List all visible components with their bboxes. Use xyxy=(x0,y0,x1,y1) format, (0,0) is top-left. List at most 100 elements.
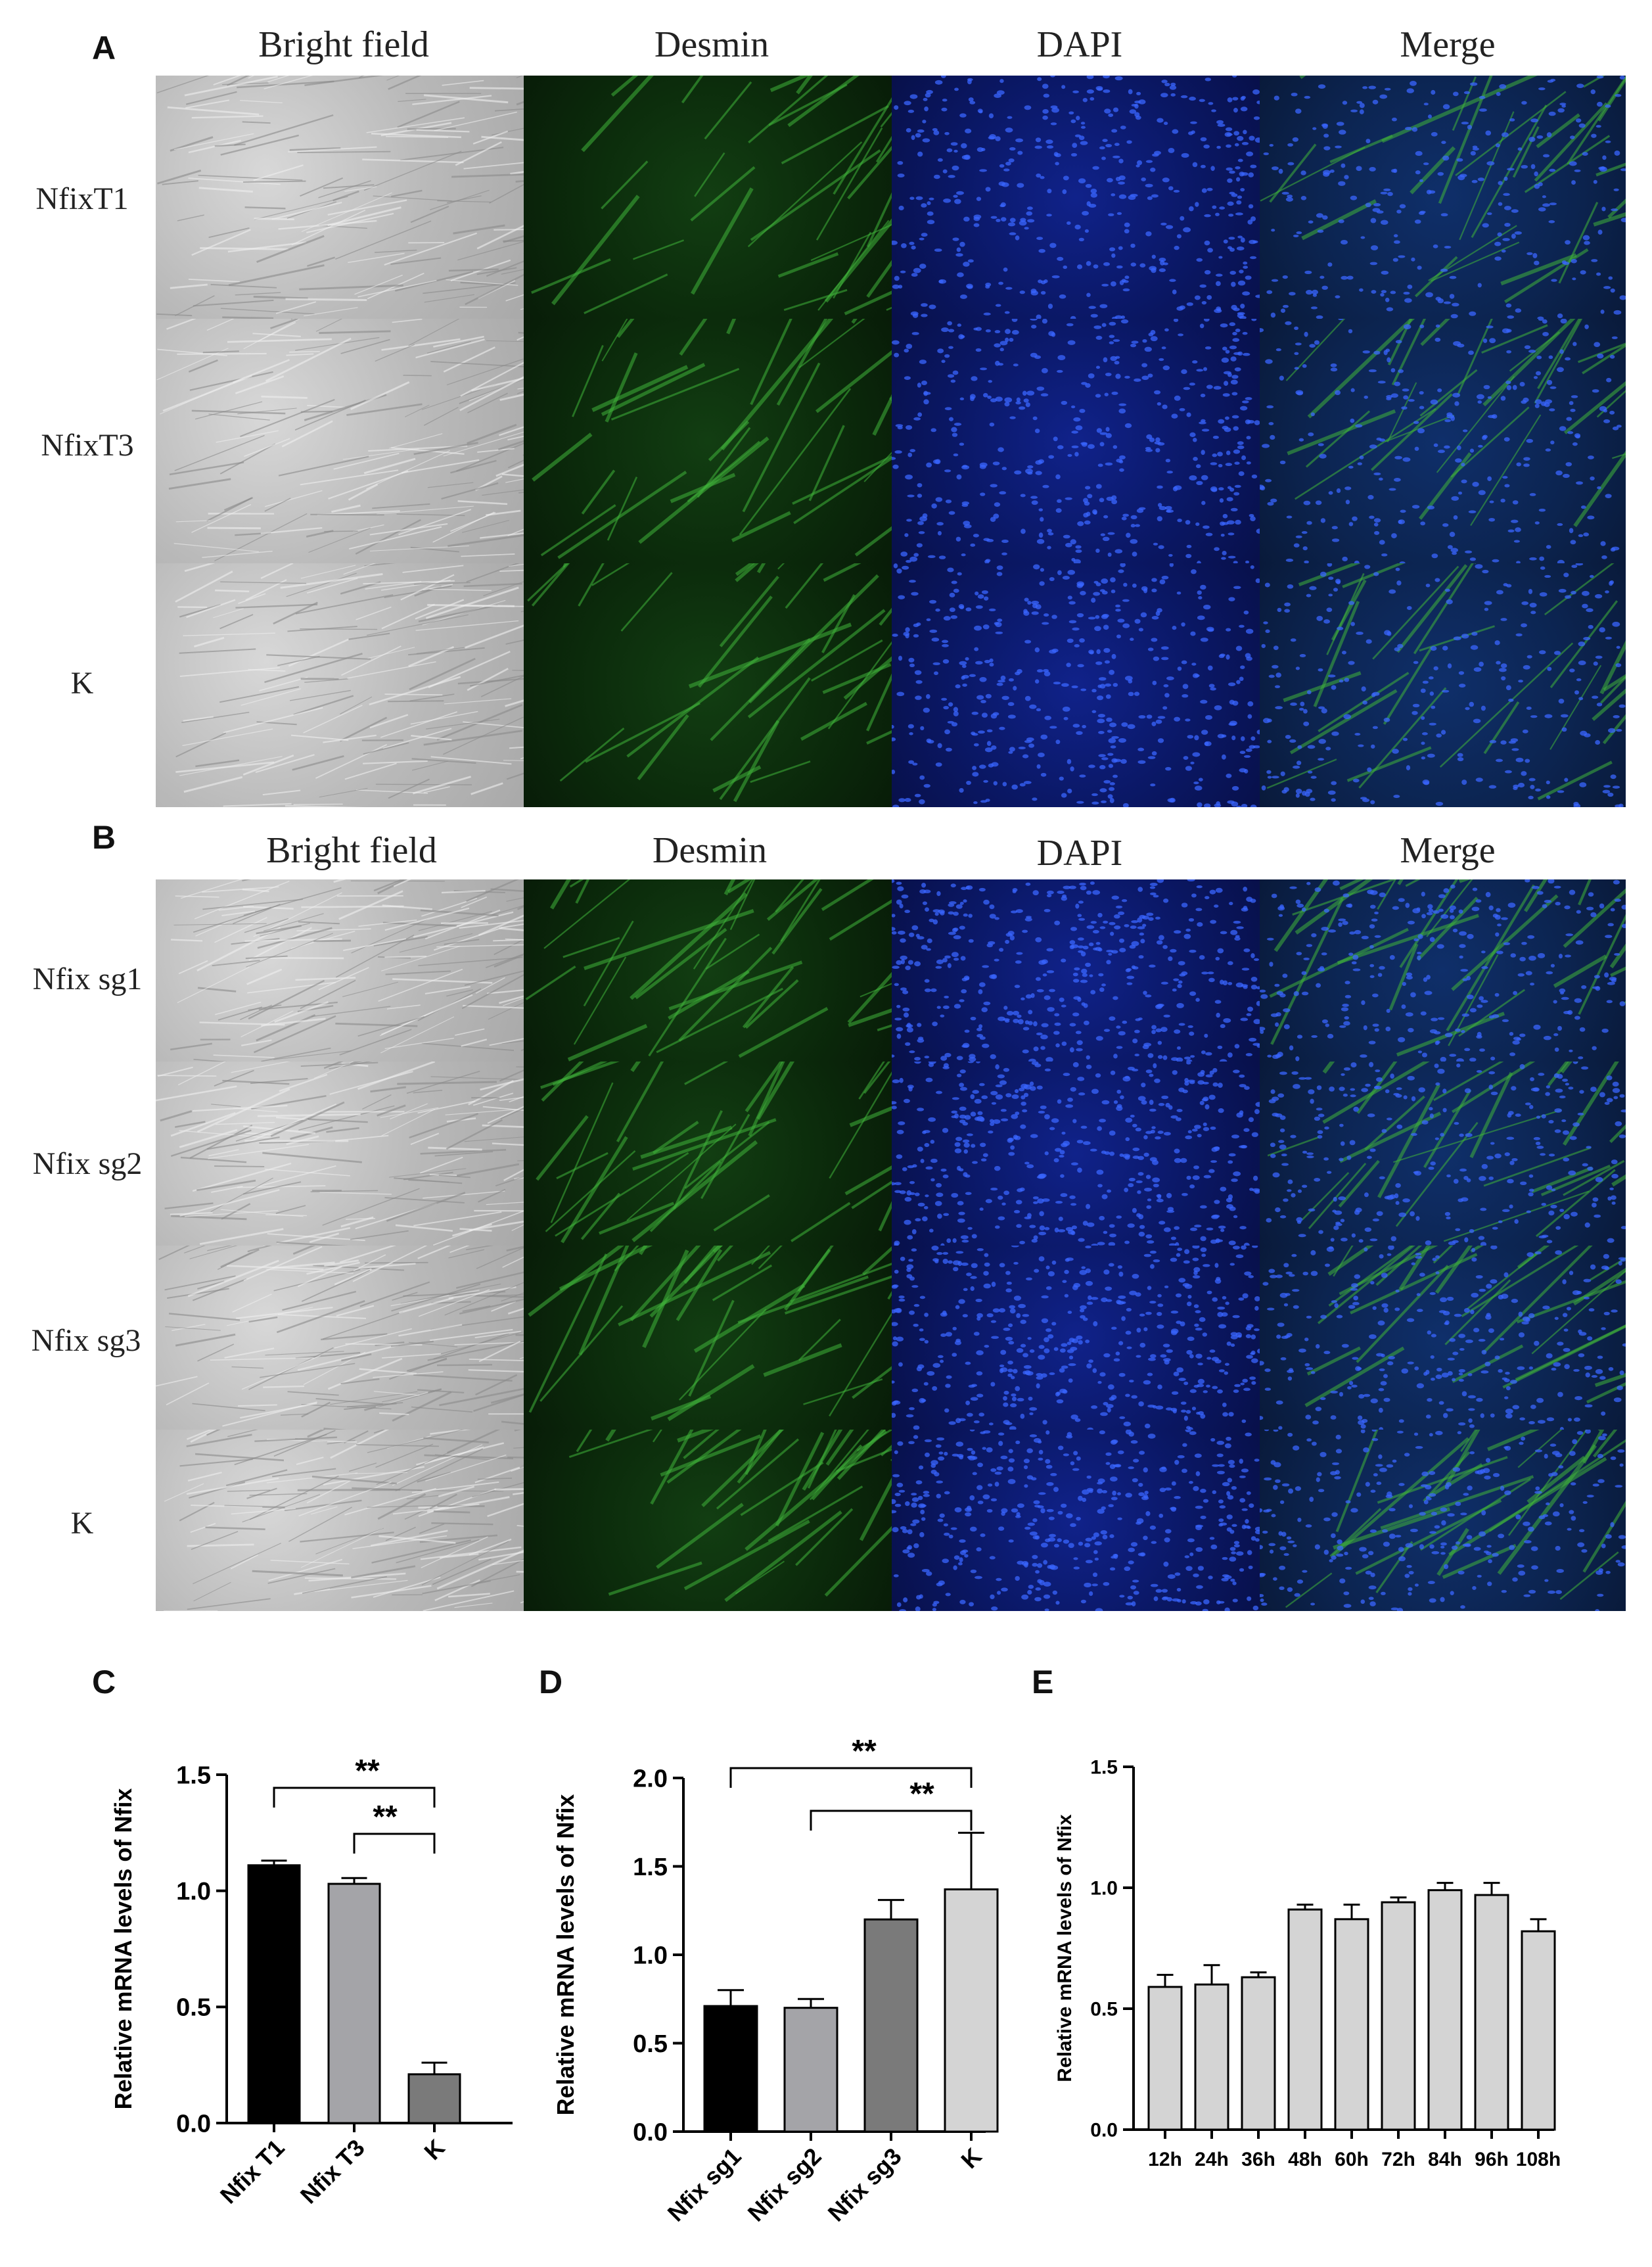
grid-a-row3-dapi-image xyxy=(892,563,1260,807)
panel-b-letter: B xyxy=(92,819,116,856)
panel-a-letter: A xyxy=(92,30,116,66)
chart-e-bar xyxy=(1194,1983,1229,2131)
panel-a-col-brightfield: Bright field xyxy=(258,24,429,65)
panel-d-letter: D xyxy=(539,1664,563,1700)
chart-d-significance-bracket xyxy=(729,1767,973,1788)
panel-a-row-k: K xyxy=(70,666,94,701)
chart-d-ytick-label: 0.0 xyxy=(633,2118,668,2146)
chart-c-ytick-label: 0.5 xyxy=(176,1994,211,2022)
chart-e-ytick-label: 0.0 xyxy=(1090,2120,1118,2141)
chart-d-significance-label: ** xyxy=(852,1734,877,1769)
grid-a-row1-desmin-image xyxy=(524,76,892,319)
chart-e-ytick-label: 1.0 xyxy=(1090,1878,1118,1900)
grid-a-row2-dapi-image xyxy=(892,319,1260,563)
panel-a-col-merge: Merge xyxy=(1400,24,1496,65)
chart-e-category-label: 96h xyxy=(1475,2149,1509,2170)
chart-e-bar xyxy=(1474,1894,1509,2131)
chart-e-category-label: 108h xyxy=(1516,2149,1561,2170)
grid-b-row4-desmin-image xyxy=(524,1430,892,1611)
chart-d-bar xyxy=(944,1888,999,2133)
chart-d-ytick-label: 1.5 xyxy=(633,1854,668,1881)
chart-e-ytick-label: 0.5 xyxy=(1090,1999,1118,2021)
chart-e-bar xyxy=(1241,1976,1276,2131)
chart-e-ytick-label: 1.5 xyxy=(1090,1757,1118,1779)
panel-e-letter: E xyxy=(1032,1664,1054,1700)
chart-c-bar xyxy=(247,1864,301,2124)
chart-c-significance-label: ** xyxy=(373,1800,398,1835)
grid-b-row3-dapi-image xyxy=(892,1246,1260,1430)
chart-d-category-label: Nfix sg1 xyxy=(662,2143,746,2227)
chart-c-ytick-label: 0.0 xyxy=(176,2110,211,2138)
panel-a-row-nfixt1: NfixT1 xyxy=(35,181,129,216)
chart-d-ytick-label: 2.0 xyxy=(633,1765,668,1792)
grid-b-row4-merge-image xyxy=(1260,1430,1626,1611)
panel-b-row-sg1: Nfix sg1 xyxy=(32,962,143,996)
chart-e-bar xyxy=(1147,1986,1183,2131)
grid-a-row3-desmin-image xyxy=(524,563,892,807)
chart-d-ytick-label: 1.0 xyxy=(633,1942,668,1969)
panel-b-col-merge: Merge xyxy=(1400,830,1496,871)
chart-d-ytick-label: 0.5 xyxy=(633,2030,668,2058)
grid-b-row3-merge-image xyxy=(1260,1246,1626,1430)
chart-c-ylabel: Relative mRNA levels of Nfix xyxy=(110,1788,137,2110)
chart-c-significance-label: ** xyxy=(355,1754,380,1788)
chart-d-ylabel: Relative mRNA levels of Nfix xyxy=(552,1794,579,2116)
grid-b-row1-merge-image xyxy=(1260,879,1626,1062)
panel-a-col-desmin: Desmin xyxy=(654,24,769,65)
grid-b-row1-desmin-image xyxy=(524,879,892,1062)
panel-b-row-sg3: Nfix sg3 xyxy=(31,1323,141,1358)
chart-c-bar xyxy=(327,1882,381,2124)
chart-e-ylabel: Relative mRNA levels of Nfix xyxy=(1054,1814,1076,2082)
grid-a-row1-brightfield-image xyxy=(156,76,524,319)
grid-b-row1-dapi-image xyxy=(892,879,1260,1062)
grid-b-row4-dapi-image xyxy=(892,1430,1260,1611)
chart-c-ytick-label: 1.0 xyxy=(176,1878,211,1905)
chart-d-significance-bracket xyxy=(810,1810,973,1831)
grid-a-row1-dapi-image xyxy=(892,76,1260,319)
panel-b-col-brightfield: Bright field xyxy=(266,830,437,871)
chart-c-category-label: Nfix T1 xyxy=(215,2134,290,2209)
grid-b-row2-desmin-image xyxy=(524,1062,892,1246)
chart-e-category-label: 60h xyxy=(1335,2149,1369,2170)
chart-c-category-label: K xyxy=(419,2134,449,2165)
chart-c-category-label: Nfix T3 xyxy=(295,2134,370,2209)
chart-c-bar xyxy=(407,2073,461,2124)
chart-e-category-label: 36h xyxy=(1241,2149,1275,2170)
chart-d-significance-label: ** xyxy=(909,1777,934,1811)
grid-a-row2-merge-image xyxy=(1260,319,1626,563)
panel-b-row-k: K xyxy=(70,1506,94,1541)
chart-e-category-label: 84h xyxy=(1428,2149,1462,2170)
chart-d-bar xyxy=(703,2005,758,2133)
chart-e-bar xyxy=(1427,1889,1463,2131)
chart-e-category-label: 48h xyxy=(1288,2149,1322,2170)
chart-e-bar xyxy=(1381,1901,1416,2131)
grid-b-row2-dapi-image xyxy=(892,1062,1260,1246)
chart-e-bar xyxy=(1521,1930,1556,2131)
chart-d-bar xyxy=(783,2007,838,2133)
grid-b-row1-brightfield-image xyxy=(156,879,524,1062)
chart-d-category-label: Nfix sg3 xyxy=(823,2143,907,2227)
chart-c-significance-bracket xyxy=(273,1787,436,1808)
grid-a-row2-brightfield-image xyxy=(156,319,524,563)
panel-a-row-nfixt3: NfixT3 xyxy=(41,428,134,463)
chart-c-significance-bracket xyxy=(353,1833,436,1854)
chart-d-category-label: Nfix sg2 xyxy=(743,2143,827,2227)
panel-b-col-dapi: DAPI xyxy=(1036,833,1123,874)
grid-b-row4-brightfield-image xyxy=(156,1430,524,1611)
grid-a-row2-desmin-image xyxy=(524,319,892,563)
chart-e-category-label: 24h xyxy=(1195,2149,1229,2170)
grid-b-row2-brightfield-image xyxy=(156,1062,524,1246)
grid-b-row2-merge-image xyxy=(1260,1062,1626,1246)
chart-d-category-label: K xyxy=(955,2143,986,2174)
grid-a-row3-brightfield-image xyxy=(156,563,524,807)
chart-e-bar xyxy=(1287,1908,1323,2131)
chart-d-bar xyxy=(863,1918,919,2133)
grid-a-row3-merge-image xyxy=(1260,563,1626,807)
chart-c-ytick-label: 1.5 xyxy=(176,1762,211,1789)
panel-b-row-sg2: Nfix sg2 xyxy=(32,1146,143,1181)
chart-e-bar xyxy=(1334,1918,1369,2131)
grid-b-row3-brightfield-image xyxy=(156,1246,524,1430)
panel-b-col-desmin: Desmin xyxy=(652,830,768,871)
grid-b-row3-desmin-image xyxy=(524,1246,892,1430)
panel-a-col-dapi: DAPI xyxy=(1036,24,1123,65)
